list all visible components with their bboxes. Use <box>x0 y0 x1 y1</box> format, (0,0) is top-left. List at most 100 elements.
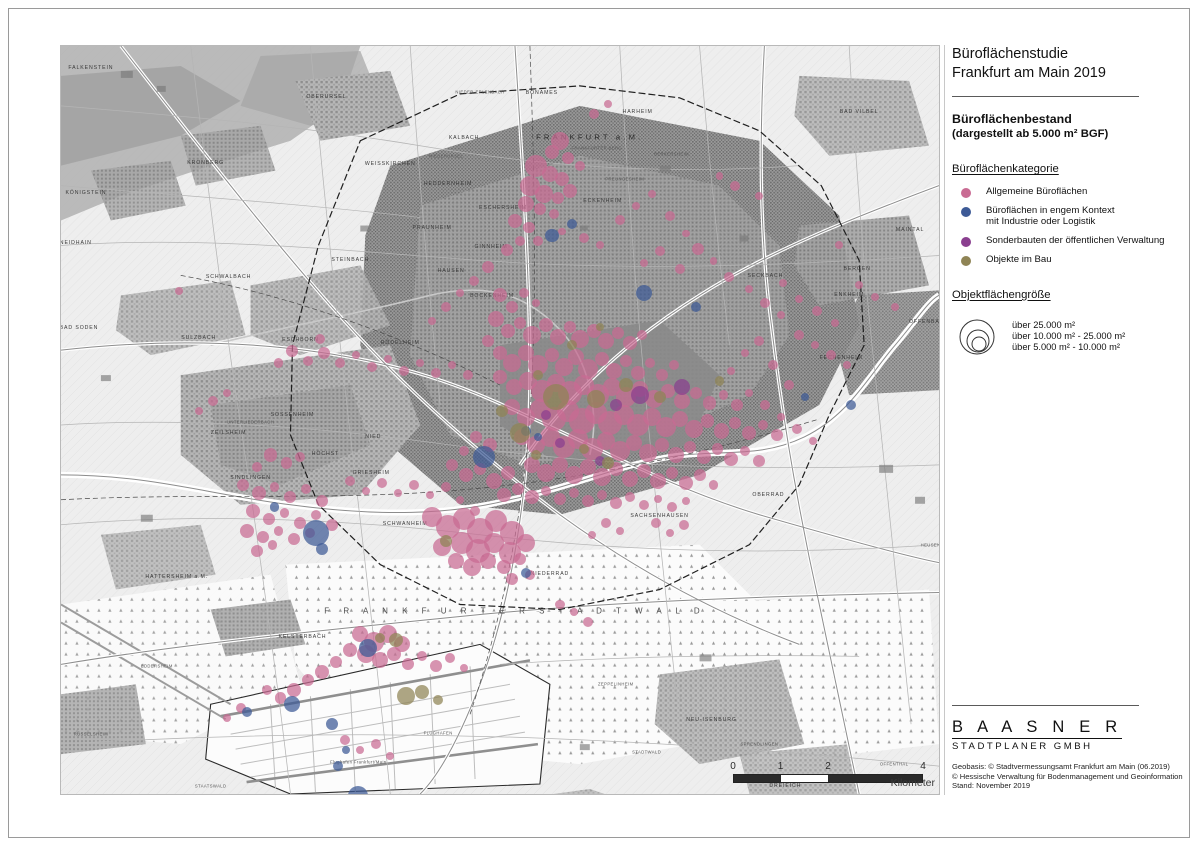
office-marker[interactable] <box>318 347 331 360</box>
office-marker[interactable] <box>430 660 443 673</box>
office-marker[interactable] <box>340 735 351 746</box>
office-marker[interactable] <box>522 221 535 234</box>
office-marker[interactable] <box>664 210 675 221</box>
office-marker[interactable] <box>758 420 769 430</box>
office-marker[interactable] <box>463 557 482 576</box>
office-marker[interactable] <box>811 341 820 350</box>
office-marker[interactable] <box>532 370 543 381</box>
office-marker[interactable] <box>554 358 573 377</box>
office-marker[interactable] <box>667 446 684 463</box>
office-marker[interactable] <box>563 321 576 334</box>
office-marker[interactable] <box>459 467 474 482</box>
office-marker[interactable] <box>502 354 521 373</box>
office-marker[interactable] <box>326 718 339 731</box>
office-marker[interactable] <box>755 191 764 200</box>
office-marker[interactable] <box>497 559 511 574</box>
office-marker[interactable] <box>566 218 577 229</box>
office-marker[interactable] <box>250 544 263 557</box>
office-marker[interactable] <box>654 437 669 452</box>
office-marker[interactable] <box>588 108 599 119</box>
office-marker[interactable] <box>650 517 661 528</box>
office-marker[interactable] <box>295 451 306 462</box>
office-marker[interactable] <box>316 494 329 507</box>
office-marker[interactable] <box>428 317 437 326</box>
office-marker[interactable] <box>618 378 633 393</box>
office-marker[interactable] <box>456 495 465 504</box>
office-marker[interactable] <box>399 366 410 377</box>
office-marker[interactable] <box>768 360 779 371</box>
office-marker[interactable] <box>222 389 231 398</box>
office-marker[interactable] <box>174 287 183 296</box>
office-marker[interactable] <box>394 488 403 497</box>
office-marker[interactable] <box>619 355 632 368</box>
office-marker[interactable] <box>514 236 525 247</box>
office-marker[interactable] <box>493 346 507 361</box>
office-marker[interactable] <box>544 144 559 159</box>
office-marker[interactable] <box>554 437 565 448</box>
office-marker[interactable] <box>522 326 541 345</box>
office-marker[interactable] <box>480 552 496 569</box>
office-marker[interactable] <box>517 195 534 212</box>
office-marker[interactable] <box>693 468 706 481</box>
office-marker[interactable] <box>417 651 428 662</box>
office-marker[interactable] <box>587 530 596 539</box>
office-marker[interactable] <box>273 525 284 536</box>
office-marker[interactable] <box>456 289 465 298</box>
office-marker[interactable] <box>507 213 522 228</box>
office-marker[interactable] <box>581 494 594 507</box>
office-marker[interactable] <box>263 447 278 462</box>
office-marker[interactable] <box>315 334 326 345</box>
office-marker[interactable] <box>742 425 757 440</box>
office-marker[interactable] <box>614 214 625 225</box>
office-marker[interactable] <box>678 519 689 530</box>
office-marker[interactable] <box>251 461 262 472</box>
office-marker[interactable] <box>269 481 280 492</box>
office-marker[interactable] <box>554 599 565 610</box>
office-marker[interactable] <box>779 279 788 288</box>
office-marker[interactable] <box>727 367 736 376</box>
office-marker[interactable] <box>397 687 416 706</box>
office-marker[interactable] <box>562 183 577 198</box>
office-marker[interactable] <box>684 420 703 438</box>
office-marker[interactable] <box>809 436 818 445</box>
office-marker[interactable] <box>330 656 343 669</box>
office-marker[interactable] <box>409 479 420 490</box>
office-marker[interactable] <box>690 302 701 313</box>
office-marker[interactable] <box>493 370 507 385</box>
office-marker[interactable] <box>520 567 531 578</box>
office-marker[interactable] <box>532 236 543 247</box>
office-marker[interactable] <box>384 355 393 364</box>
office-marker[interactable] <box>377 477 388 488</box>
office-marker[interactable] <box>241 707 252 718</box>
office-marker[interactable] <box>655 369 668 382</box>
office-marker[interactable] <box>795 295 804 304</box>
office-marker[interactable] <box>631 201 640 210</box>
office-marker[interactable] <box>284 490 297 503</box>
office-marker[interactable] <box>269 501 280 512</box>
office-marker[interactable] <box>596 489 607 500</box>
office-marker[interactable] <box>681 496 690 505</box>
office-marker[interactable] <box>777 413 786 421</box>
office-marker[interactable] <box>261 685 272 696</box>
office-marker[interactable] <box>460 664 469 673</box>
office-marker[interactable] <box>505 572 518 585</box>
office-marker[interactable] <box>303 519 330 546</box>
office-marker[interactable] <box>745 389 754 398</box>
office-marker[interactable] <box>553 492 566 505</box>
office-marker[interactable] <box>245 503 260 518</box>
office-marker[interactable] <box>500 465 515 480</box>
office-marker[interactable] <box>649 472 666 489</box>
office-marker[interactable] <box>446 458 459 471</box>
office-marker[interactable] <box>440 534 453 547</box>
office-marker[interactable] <box>431 368 442 379</box>
office-marker[interactable] <box>609 440 630 461</box>
office-marker[interactable] <box>625 434 642 451</box>
office-marker[interactable] <box>448 552 465 569</box>
office-marker[interactable] <box>605 363 622 380</box>
office-marker[interactable] <box>222 714 231 723</box>
office-marker[interactable] <box>496 405 508 417</box>
office-marker[interactable] <box>724 451 739 466</box>
office-marker[interactable] <box>402 658 415 671</box>
office-marker[interactable] <box>557 227 566 236</box>
office-marker[interactable] <box>855 281 864 290</box>
